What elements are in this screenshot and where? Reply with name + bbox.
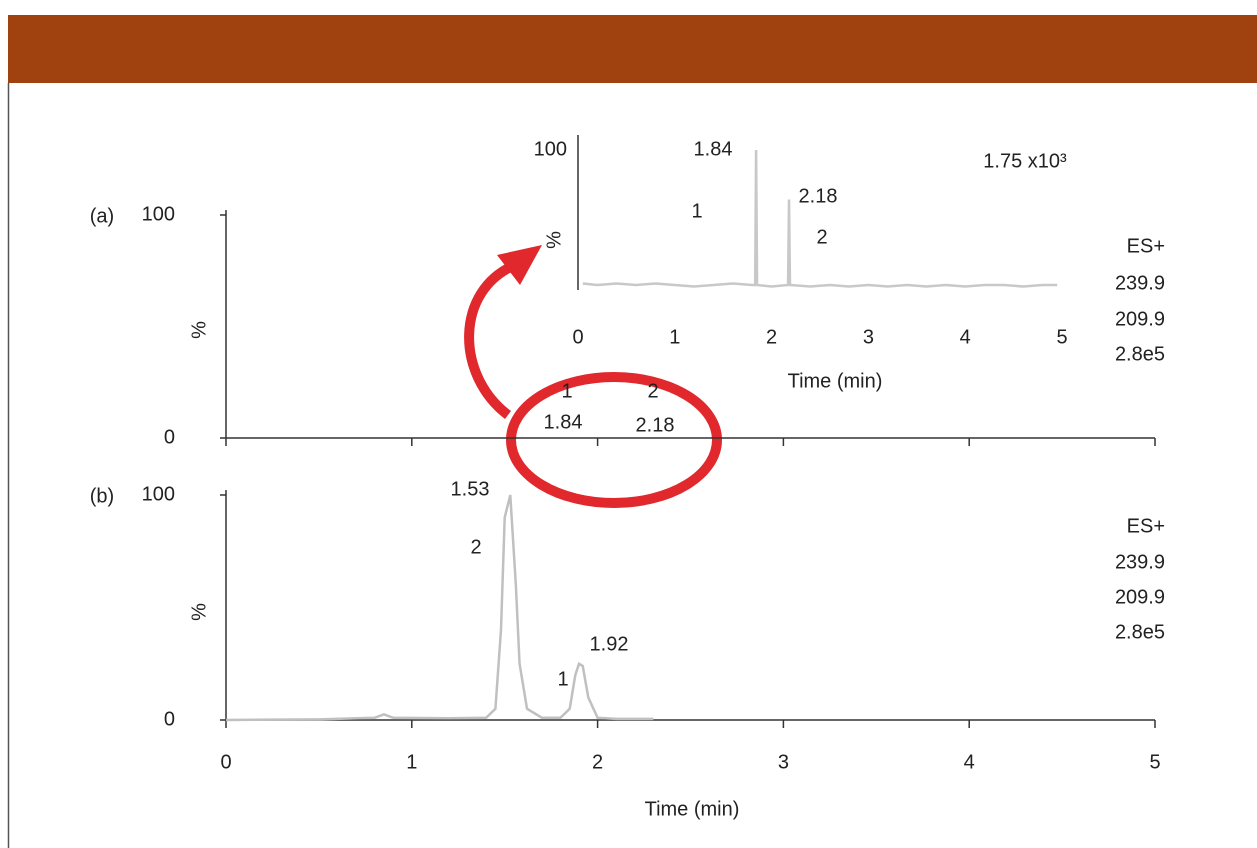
trace-info: ES+: [1127, 515, 1165, 537]
y-tick-label: 100: [142, 203, 175, 225]
x-tick-label: 1: [669, 326, 680, 348]
trace-info: 2.8e5: [1115, 621, 1165, 643]
arrow: [464, 260, 518, 419]
panel-label: (a): [90, 205, 114, 227]
header-bar: [8, 15, 1257, 83]
peak-label: 1.84: [694, 138, 733, 160]
x-tick-label: 2: [766, 326, 777, 348]
peak-label: 2: [816, 226, 827, 248]
peak-label: 2.18: [799, 185, 838, 207]
y-tick-label: 0: [164, 708, 175, 730]
x-axis-title: Time (min): [788, 370, 883, 392]
peak-label: 2: [470, 536, 481, 558]
trace-info: 2.8e5: [1115, 343, 1165, 365]
arrow-head: [497, 245, 542, 285]
x-tick-label: 2: [592, 751, 603, 773]
peak-label: 2: [647, 380, 658, 402]
y-tick-label: 100: [534, 138, 567, 160]
trace-info: ES+: [1127, 235, 1165, 257]
peak-label: 1: [691, 200, 702, 222]
y-axis-title: %: [543, 231, 565, 249]
x-tick-label: 3: [863, 326, 874, 348]
x-tick-label: 3: [778, 751, 789, 773]
trace: [582, 149, 1058, 288]
peak-label: 1: [557, 668, 568, 690]
trace-info: 239.9: [1115, 272, 1165, 294]
peak-label: 2.18: [636, 414, 675, 436]
peak-label: 1.84: [544, 411, 583, 433]
peak-label: 1.75 x10³: [983, 150, 1067, 172]
peak-label: 1: [561, 380, 572, 402]
trace: [225, 494, 654, 722]
panel-label: (b): [90, 485, 114, 507]
x-tick-label: 1: [406, 751, 417, 773]
peak-label: 1.53: [451, 478, 490, 500]
trace-info: 209.9: [1115, 586, 1165, 608]
x-tick-label: 4: [960, 326, 971, 348]
x-axis-title: Time (min): [645, 798, 740, 820]
trace-info: 239.9: [1115, 551, 1165, 573]
peak-label: 1.92: [590, 633, 629, 655]
x-tick-label: 0: [572, 326, 583, 348]
y-axis-title: %: [188, 603, 210, 621]
x-tick-label: 5: [1056, 326, 1067, 348]
highlight-ellipse: [506, 372, 722, 508]
y-tick-label: 100: [142, 483, 175, 505]
x-tick-label: 4: [964, 751, 975, 773]
y-axis-title: %: [188, 321, 210, 339]
x-tick-label: 5: [1149, 751, 1160, 773]
x-tick-label: 0: [220, 751, 231, 773]
y-tick-label: 0: [164, 426, 175, 448]
trace-info: 209.9: [1115, 308, 1165, 330]
